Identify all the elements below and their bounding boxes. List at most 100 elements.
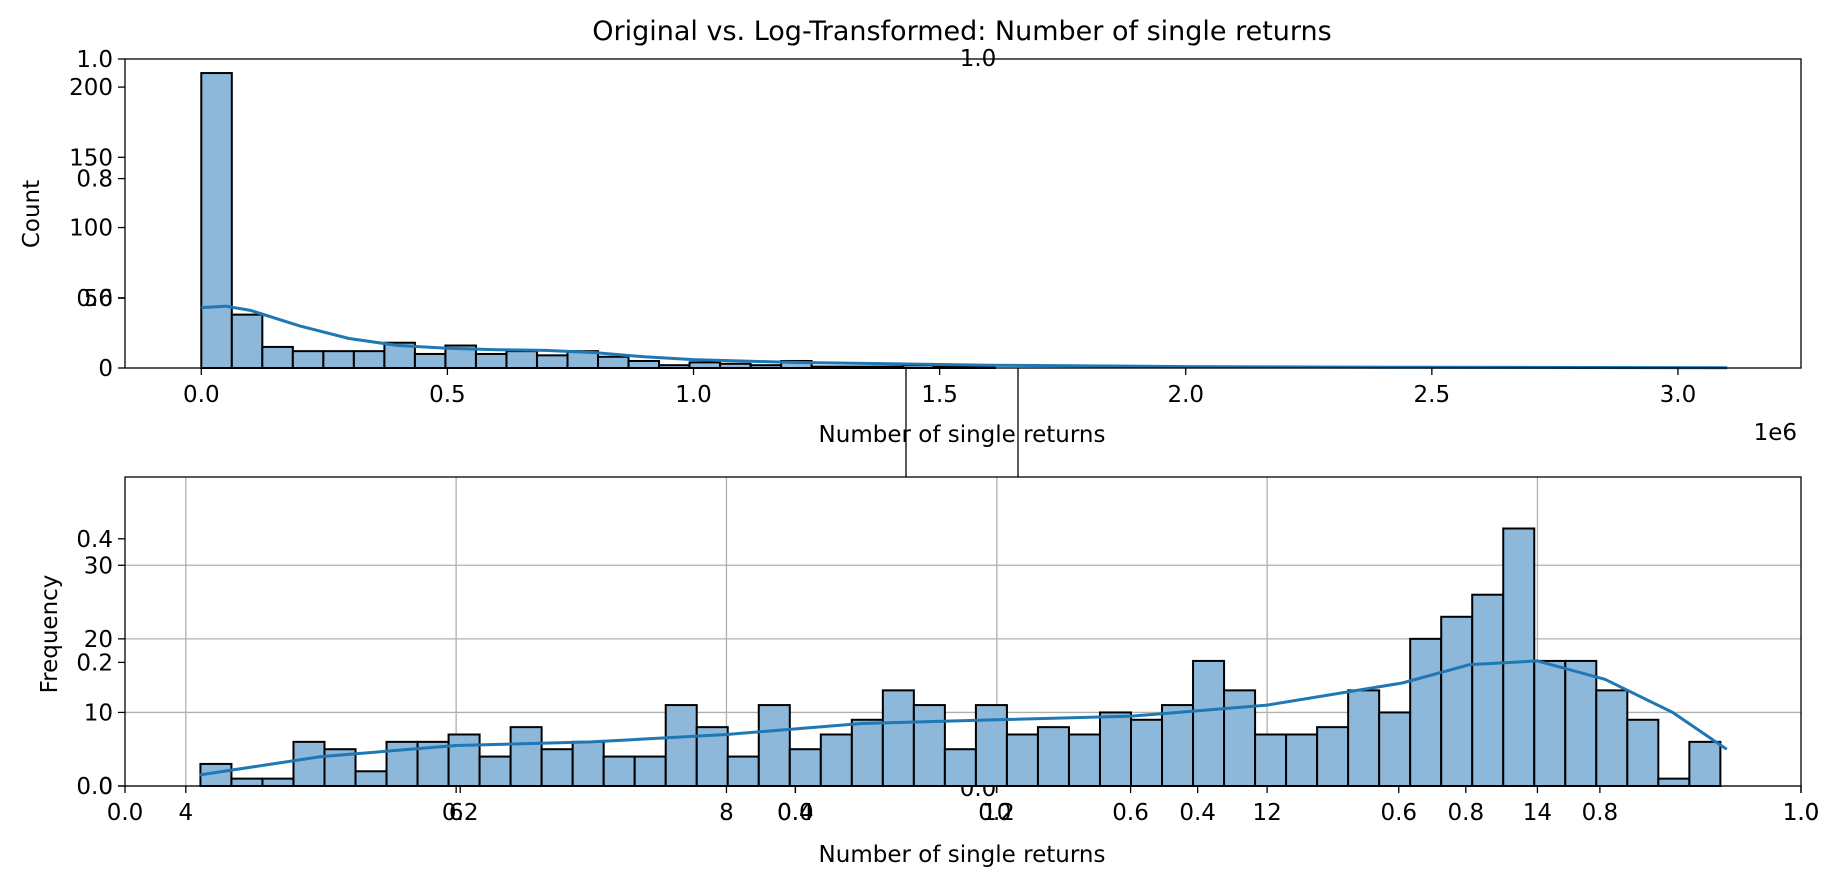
histogram-bar: [1130, 718, 1164, 787]
histogram-bar: [943, 748, 977, 788]
top-axes-frame: [124, 58, 1802, 369]
original-histogram-panel: Count Number of single returns 1e6 1.0 0…: [19, 46, 1802, 477]
histogram-bar: [322, 350, 355, 369]
histogram-bar: [1067, 733, 1101, 787]
y-tick-label: 0: [98, 774, 113, 800]
histogram-bar: [1254, 733, 1288, 787]
x-tick-label: 1.0: [675, 382, 712, 408]
overlay-y-tick-label: 0.6: [76, 286, 113, 312]
histogram-bar: [1098, 711, 1133, 788]
histogram-bar: [633, 755, 667, 787]
overlay-x-tick-label: 1.0: [1783, 800, 1820, 826]
histogram-bar: [261, 777, 295, 788]
histogram-bar: [261, 345, 294, 370]
y-tick-label: 0: [98, 356, 113, 382]
histogram-bar: [474, 352, 508, 370]
histogram-bar: [1440, 615, 1474, 787]
top-ylabel: Count: [19, 180, 45, 248]
top-x-offset-label: 1e6: [1754, 420, 1797, 446]
histogram-bar: [352, 350, 386, 369]
x-tick-label: 2.5: [1414, 382, 1451, 408]
histogram-bar: [1223, 689, 1257, 787]
overlay-x-tick-label: 0.0: [777, 800, 814, 826]
histogram-bar: [726, 755, 760, 787]
histogram-bar: [230, 777, 264, 788]
x-tick-label: 1.5: [921, 382, 958, 408]
overlay-y-tick-label: 1.0: [76, 47, 113, 73]
histogram-bar: [1471, 593, 1505, 788]
overlay-x-tick-label: 0.6: [1112, 800, 1149, 826]
histogram-bar: [819, 733, 853, 787]
bottom-ylabel: Frequency: [37, 575, 63, 694]
histogram-bar: [1595, 689, 1629, 787]
bottom-xlabel: Number of single returns: [819, 842, 1106, 868]
kde-line: [199, 659, 1728, 777]
histogram-bar: [664, 704, 698, 787]
histogram-bar: [1378, 711, 1412, 788]
overlay-x-tick-label: 0.4: [777, 800, 814, 826]
overlay-y-tick-label: 0.0: [76, 774, 113, 800]
overlay-x-tick-label: 0.2: [442, 800, 479, 826]
histogram-bar: [1285, 733, 1319, 787]
x-tick-label: 12: [1252, 800, 1281, 826]
x-tick-label: 10: [982, 800, 1011, 826]
x-tick-label: 4: [179, 800, 194, 826]
y-tick-label: 20: [84, 627, 113, 653]
histogram-bar: [1688, 740, 1722, 787]
histogram-bar: [292, 740, 326, 787]
histogram-bar: [291, 350, 325, 369]
histogram-bar: [535, 354, 569, 370]
histogram-bar: [912, 704, 946, 787]
top-xlabel: Number of single returns: [819, 422, 1106, 448]
histogram-bar: [1564, 659, 1598, 788]
overlay-x-tick-label: 0.0: [107, 800, 144, 826]
log-histogram-panel: Frequency Number of single returns 0.0 4…: [37, 476, 1820, 868]
overlay-x-tick-label: 0.6: [1380, 800, 1417, 826]
histogram-bar: [602, 755, 636, 787]
histogram-bar: [1036, 726, 1070, 788]
histogram-bar: [1533, 659, 1567, 788]
histogram-bar: [788, 748, 822, 788]
histogram-bar: [1347, 689, 1381, 787]
histogram-bar: [200, 72, 233, 370]
histogram-bar: [540, 748, 574, 788]
y-tick-label: 50: [84, 286, 113, 312]
overlay-y-tick-label: 0.4: [76, 527, 113, 553]
histogram-bar: [1192, 659, 1226, 788]
histogram-bar: [1316, 726, 1350, 788]
x-tick-label: 14: [1523, 800, 1552, 826]
histogram-bar: [757, 704, 791, 787]
histogram-bar: [571, 740, 605, 787]
histogram-bar: [230, 313, 264, 369]
histogram-bar: [1005, 733, 1039, 787]
x-tick-label: 6: [449, 800, 464, 826]
histogram-bar: [1626, 718, 1660, 787]
histogram-bar: [447, 733, 481, 787]
y-tick-label: 200: [69, 75, 113, 101]
kde-line: [201, 304, 1728, 370]
histogram-bar: [1502, 527, 1536, 787]
overlay-x-tick-label: 0.4: [1179, 800, 1216, 826]
y-tick-label: 150: [69, 145, 113, 171]
overlay-y-tick-label: 0.8: [76, 167, 113, 193]
histogram-bar: [413, 352, 447, 370]
x-tick-label: 0.0: [183, 382, 220, 408]
overlay-y-tick-label: 0.2: [76, 650, 113, 676]
overlay-x-tick-label: 1.0: [1783, 800, 1820, 826]
histogram-bar: [850, 718, 884, 787]
y-tick-label: 10: [84, 700, 113, 726]
x-tick-label: 0.5: [429, 382, 466, 408]
histogram-bar: [974, 704, 1008, 787]
x-tick-label: 2.0: [1167, 382, 1204, 408]
y-tick-label: 30: [84, 553, 113, 579]
overlay-x-tick-label: 0.8: [1582, 800, 1619, 826]
x-tick-label: 8: [719, 800, 734, 826]
x-tick-label: 3.0: [1660, 382, 1697, 408]
histogram-bar: [627, 359, 661, 369]
figure-title: Original vs. Log-Transformed: Number of …: [592, 16, 1331, 47]
overlay-x-tick-label: 0.2: [978, 800, 1015, 826]
histogram-bar: [597, 355, 630, 370]
histogram-bar: [354, 770, 388, 787]
histogram-bar: [1409, 637, 1443, 787]
